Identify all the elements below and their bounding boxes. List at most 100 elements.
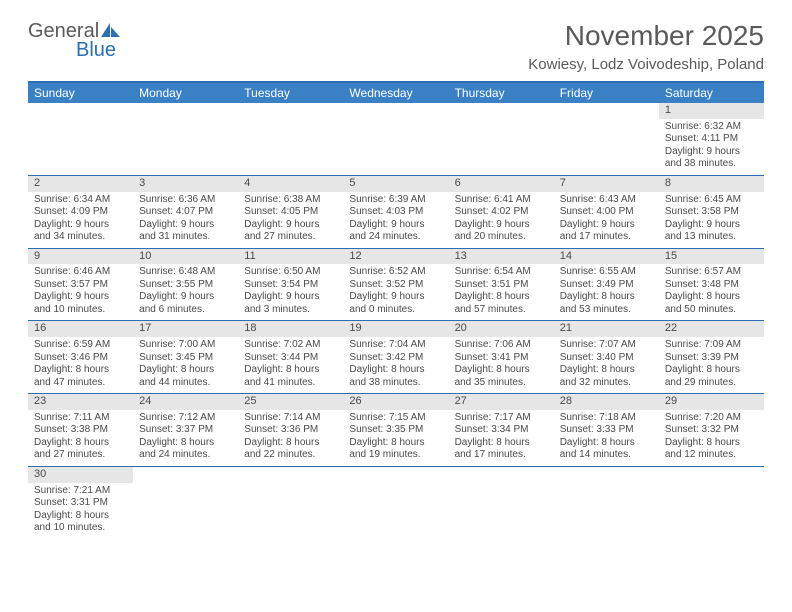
day-details: Sunrise: 7:00 AMSunset: 3:45 PMDaylight:… xyxy=(133,337,238,393)
calendar-week-row: 1Sunrise: 6:32 AMSunset: 4:11 PMDaylight… xyxy=(28,103,764,175)
day-number: 26 xyxy=(343,394,448,410)
calendar-empty-cell xyxy=(659,466,764,538)
calendar-empty-cell xyxy=(449,103,554,175)
day-number: 20 xyxy=(449,321,554,337)
daylight-text-1: Daylight: 8 hours xyxy=(665,437,758,450)
sunset-text: Sunset: 3:48 PM xyxy=(665,279,758,292)
calendar-day-cell: 14Sunrise: 6:55 AMSunset: 3:49 PMDayligh… xyxy=(554,248,659,321)
daylight-text-1: Daylight: 8 hours xyxy=(665,291,758,304)
sunset-text: Sunset: 4:03 PM xyxy=(349,206,442,219)
sunrise-text: Sunrise: 6:32 AM xyxy=(665,121,758,134)
day-details: Sunrise: 7:15 AMSunset: 3:35 PMDaylight:… xyxy=(343,410,448,466)
daylight-text-1: Daylight: 8 hours xyxy=(455,437,548,450)
day-number: 7 xyxy=(554,176,659,192)
calendar-day-cell: 29Sunrise: 7:20 AMSunset: 3:32 PMDayligh… xyxy=(659,394,764,467)
day-number: 27 xyxy=(449,394,554,410)
day-details: Sunrise: 7:12 AMSunset: 3:37 PMDaylight:… xyxy=(133,410,238,466)
daylight-text-1: Daylight: 9 hours xyxy=(349,219,442,232)
weekday-header: Sunday xyxy=(28,82,133,103)
daylight-text-2: and 34 minutes. xyxy=(34,231,127,244)
calendar-empty-cell xyxy=(238,466,343,538)
day-details: Sunrise: 6:34 AMSunset: 4:09 PMDaylight:… xyxy=(28,192,133,248)
day-details: Sunrise: 6:54 AMSunset: 3:51 PMDaylight:… xyxy=(449,264,554,320)
sunrise-text: Sunrise: 6:36 AM xyxy=(139,194,232,207)
sunset-text: Sunset: 3:54 PM xyxy=(244,279,337,292)
calendar-week-row: 30Sunrise: 7:21 AMSunset: 3:31 PMDayligh… xyxy=(28,466,764,538)
daylight-text-2: and 29 minutes. xyxy=(665,377,758,390)
daylight-text-1: Daylight: 9 hours xyxy=(244,291,337,304)
sunrise-text: Sunrise: 7:11 AM xyxy=(34,412,127,425)
sunrise-text: Sunrise: 6:48 AM xyxy=(139,266,232,279)
sunrise-text: Sunrise: 6:41 AM xyxy=(455,194,548,207)
calendar-day-cell: 5Sunrise: 6:39 AMSunset: 4:03 PMDaylight… xyxy=(343,175,448,248)
calendar-day-cell: 16Sunrise: 6:59 AMSunset: 3:46 PMDayligh… xyxy=(28,321,133,394)
sunrise-text: Sunrise: 6:54 AM xyxy=(455,266,548,279)
day-details: Sunrise: 6:45 AMSunset: 3:58 PMDaylight:… xyxy=(659,192,764,248)
calendar-day-cell: 18Sunrise: 7:02 AMSunset: 3:44 PMDayligh… xyxy=(238,321,343,394)
daylight-text-2: and 20 minutes. xyxy=(455,231,548,244)
calendar-day-cell: 17Sunrise: 7:00 AMSunset: 3:45 PMDayligh… xyxy=(133,321,238,394)
sunset-text: Sunset: 3:51 PM xyxy=(455,279,548,292)
daylight-text-2: and 57 minutes. xyxy=(455,304,548,317)
calendar-day-cell: 22Sunrise: 7:09 AMSunset: 3:39 PMDayligh… xyxy=(659,321,764,394)
daylight-text-2: and 19 minutes. xyxy=(349,449,442,462)
calendar-day-cell: 9Sunrise: 6:46 AMSunset: 3:57 PMDaylight… xyxy=(28,248,133,321)
day-details: Sunrise: 6:59 AMSunset: 3:46 PMDaylight:… xyxy=(28,337,133,393)
location-text: Kowiesy, Lodz Voivodeship, Poland xyxy=(528,56,764,73)
sunset-text: Sunset: 4:11 PM xyxy=(665,133,758,146)
sunrise-text: Sunrise: 7:12 AM xyxy=(139,412,232,425)
calendar-day-cell: 1Sunrise: 6:32 AMSunset: 4:11 PMDaylight… xyxy=(659,103,764,175)
daylight-text-1: Daylight: 8 hours xyxy=(34,437,127,450)
calendar-week-row: 16Sunrise: 6:59 AMSunset: 3:46 PMDayligh… xyxy=(28,321,764,394)
sunrise-text: Sunrise: 7:06 AM xyxy=(455,339,548,352)
calendar-week-row: 9Sunrise: 6:46 AMSunset: 3:57 PMDaylight… xyxy=(28,248,764,321)
weekday-header: Friday xyxy=(554,82,659,103)
calendar-empty-cell xyxy=(238,103,343,175)
sunset-text: Sunset: 3:57 PM xyxy=(34,279,127,292)
daylight-text-2: and 44 minutes. xyxy=(139,377,232,390)
day-number: 28 xyxy=(554,394,659,410)
calendar-week-row: 23Sunrise: 7:11 AMSunset: 3:38 PMDayligh… xyxy=(28,394,764,467)
day-details: Sunrise: 6:43 AMSunset: 4:00 PMDaylight:… xyxy=(554,192,659,248)
day-details: Sunrise: 7:04 AMSunset: 3:42 PMDaylight:… xyxy=(343,337,448,393)
sunrise-text: Sunrise: 6:34 AM xyxy=(34,194,127,207)
daylight-text-2: and 14 minutes. xyxy=(560,449,653,462)
calendar-day-cell: 13Sunrise: 6:54 AMSunset: 3:51 PMDayligh… xyxy=(449,248,554,321)
daylight-text-2: and 24 minutes. xyxy=(349,231,442,244)
day-details: Sunrise: 7:09 AMSunset: 3:39 PMDaylight:… xyxy=(659,337,764,393)
calendar-empty-cell xyxy=(133,103,238,175)
sunset-text: Sunset: 4:02 PM xyxy=(455,206,548,219)
daylight-text-2: and 17 minutes. xyxy=(560,231,653,244)
sunset-text: Sunset: 3:55 PM xyxy=(139,279,232,292)
calendar-day-cell: 3Sunrise: 6:36 AMSunset: 4:07 PMDaylight… xyxy=(133,175,238,248)
calendar-day-cell: 25Sunrise: 7:14 AMSunset: 3:36 PMDayligh… xyxy=(238,394,343,467)
day-number: 16 xyxy=(28,321,133,337)
sunset-text: Sunset: 3:32 PM xyxy=(665,424,758,437)
day-number: 15 xyxy=(659,249,764,265)
day-details: Sunrise: 7:17 AMSunset: 3:34 PMDaylight:… xyxy=(449,410,554,466)
daylight-text-2: and 31 minutes. xyxy=(139,231,232,244)
sunset-text: Sunset: 3:33 PM xyxy=(560,424,653,437)
sunset-text: Sunset: 3:58 PM xyxy=(665,206,758,219)
day-number: 17 xyxy=(133,321,238,337)
sunrise-text: Sunrise: 6:55 AM xyxy=(560,266,653,279)
sunrise-text: Sunrise: 6:52 AM xyxy=(349,266,442,279)
day-details: Sunrise: 6:41 AMSunset: 4:02 PMDaylight:… xyxy=(449,192,554,248)
daylight-text-2: and 10 minutes. xyxy=(34,304,127,317)
daylight-text-1: Daylight: 9 hours xyxy=(139,291,232,304)
calendar-empty-cell xyxy=(554,466,659,538)
sunrise-text: Sunrise: 6:38 AM xyxy=(244,194,337,207)
day-details: Sunrise: 6:39 AMSunset: 4:03 PMDaylight:… xyxy=(343,192,448,248)
day-number: 4 xyxy=(238,176,343,192)
calendar-day-cell: 7Sunrise: 6:43 AMSunset: 4:00 PMDaylight… xyxy=(554,175,659,248)
day-details: Sunrise: 7:14 AMSunset: 3:36 PMDaylight:… xyxy=(238,410,343,466)
day-number: 2 xyxy=(28,176,133,192)
day-details: Sunrise: 6:32 AMSunset: 4:11 PMDaylight:… xyxy=(659,119,764,175)
sunset-text: Sunset: 4:09 PM xyxy=(34,206,127,219)
weekday-header: Thursday xyxy=(449,82,554,103)
daylight-text-2: and 41 minutes. xyxy=(244,377,337,390)
daylight-text-2: and 38 minutes. xyxy=(665,158,758,171)
logo: GeneralBlue xyxy=(28,20,123,62)
daylight-text-2: and 6 minutes. xyxy=(139,304,232,317)
sunrise-text: Sunrise: 6:59 AM xyxy=(34,339,127,352)
